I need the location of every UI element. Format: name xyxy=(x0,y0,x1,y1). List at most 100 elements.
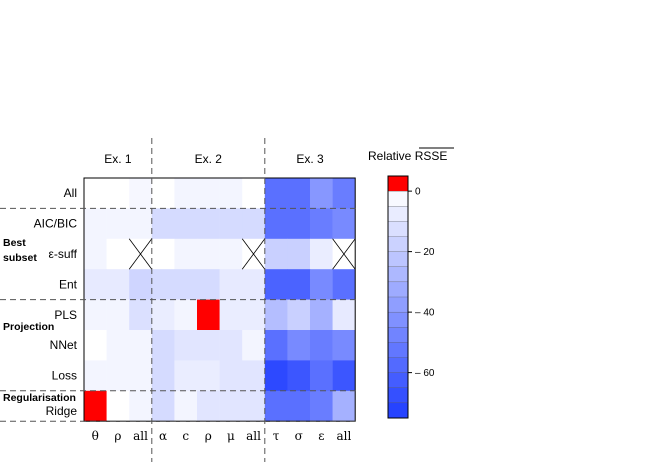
heatmap-cell xyxy=(174,390,198,422)
heatmap-cell xyxy=(174,178,198,209)
column-label: α xyxy=(159,429,167,443)
heatmap-cell xyxy=(242,299,266,331)
heatmap-cell xyxy=(106,238,130,270)
heatmap-cell xyxy=(310,360,333,392)
heatmap-cell xyxy=(287,238,311,270)
colorbar-tick-label: – 20 xyxy=(415,247,435,258)
heatmap-cell xyxy=(287,390,311,422)
row-label: Loss xyxy=(52,369,77,383)
row-group-label: subset xyxy=(3,252,37,264)
row-group-labels: Best subset Projection Regularisation xyxy=(3,237,76,404)
colorbar-tick-label: 0 xyxy=(415,187,421,198)
row-labels: All AIC/BIC ε-suff Ent PLS NNet Loss Ridge xyxy=(34,186,78,418)
row-label: Ent xyxy=(59,277,78,291)
column-group-labels: Ex. 1 Ex. 2 Ex. 3 xyxy=(104,152,324,166)
heatmap-cell xyxy=(242,330,266,361)
heatmap-cell xyxy=(197,330,220,361)
heatmap-cell xyxy=(310,238,333,270)
heatmap-cell xyxy=(174,238,198,270)
heatmap-cell xyxy=(106,299,130,331)
heatmap-cell xyxy=(219,390,243,422)
heatmap-cell xyxy=(129,390,153,422)
heatmap-cell xyxy=(197,269,220,300)
heatmap-cell xyxy=(84,269,107,300)
heatmap-cell xyxy=(197,238,220,270)
heatmap-cell xyxy=(287,299,311,331)
heatmap-cell xyxy=(332,390,356,422)
column-group-label: Ex. 3 xyxy=(296,152,324,166)
column-label: ρ xyxy=(114,429,121,443)
colorbar-bin xyxy=(387,357,409,373)
group-dividers xyxy=(0,138,356,462)
heatmap-cell xyxy=(129,178,153,209)
column-label: all xyxy=(246,429,261,443)
heatmap-cell xyxy=(264,299,288,331)
colorbar-bin xyxy=(387,372,409,389)
heatmap-cell xyxy=(84,238,107,270)
missing-cell-cross xyxy=(241,238,266,270)
heatmap-cell xyxy=(242,269,266,300)
colorbar-bin xyxy=(387,327,409,343)
colorbar-bin xyxy=(387,221,409,237)
colorbar xyxy=(387,175,409,419)
heatmap-cell xyxy=(197,208,220,240)
heatmap-cell xyxy=(106,330,130,361)
heatmap-cell xyxy=(174,330,198,361)
heatmap-cell xyxy=(310,269,333,300)
heatmap-cell xyxy=(242,208,266,240)
colorbar-tick-label: – 40 xyxy=(415,308,435,319)
heatmap-cell xyxy=(106,360,130,392)
heatmap-cell xyxy=(151,178,175,209)
heatmap-cell xyxy=(242,360,266,392)
heatmap-cell xyxy=(287,330,311,361)
heatmap-cell xyxy=(287,178,311,209)
heatmap-cell xyxy=(332,360,356,392)
colorbar-bin xyxy=(387,311,409,328)
heatmap-cell xyxy=(151,330,175,361)
colorbar-bin xyxy=(387,236,409,252)
heatmap-cell xyxy=(219,269,243,300)
heatmap-cell xyxy=(264,330,288,361)
heatmap-cell xyxy=(129,299,153,331)
heatmap-cell xyxy=(151,238,175,270)
colorbar-bin xyxy=(387,266,409,283)
heatmap-cell xyxy=(129,330,153,361)
heatmap-cell xyxy=(129,360,153,392)
colorbar-bin xyxy=(387,402,409,419)
column-label: ρ xyxy=(205,429,212,443)
heatmap-cell xyxy=(332,208,356,240)
colorbar-bin xyxy=(387,281,409,298)
heatmap-cell xyxy=(197,390,220,422)
heatmap-cell xyxy=(84,178,107,209)
heatmap-cell xyxy=(84,330,107,361)
colorbar-bin xyxy=(387,175,409,192)
colorbar-bin xyxy=(387,296,409,313)
column-label: σ xyxy=(295,429,303,443)
missing-cell-cross xyxy=(332,238,356,270)
heatmap-cell xyxy=(310,178,333,209)
heatmap-cell xyxy=(219,299,243,331)
column-label: θ xyxy=(92,429,99,443)
heatmap-cell xyxy=(106,390,130,422)
heatmap-cell xyxy=(151,360,175,392)
heatmap-cell xyxy=(106,178,130,209)
row-label: PLS xyxy=(54,308,77,322)
missing-cell-cross xyxy=(128,238,153,270)
heatmap-cell xyxy=(264,269,288,300)
missing-cell-crosses xyxy=(128,238,356,270)
heatmap-cell xyxy=(264,238,288,270)
heatmap-cell xyxy=(310,208,333,240)
heatmap-cell xyxy=(151,390,175,422)
heatmap-cell xyxy=(242,390,266,422)
heatmap-cell xyxy=(84,299,107,331)
heatmap-cell xyxy=(287,360,311,392)
column-label: τ xyxy=(273,429,280,443)
column-labels: θ ρ all α c ρ μ all τ σ ε all xyxy=(92,429,352,443)
heatmap-cell xyxy=(264,208,288,240)
column-label: μ xyxy=(227,429,235,443)
column-label: all xyxy=(133,429,148,443)
colorbar-bin xyxy=(387,190,409,207)
column-group-label: Ex. 1 xyxy=(104,152,132,166)
heatmap-cell xyxy=(264,360,288,392)
